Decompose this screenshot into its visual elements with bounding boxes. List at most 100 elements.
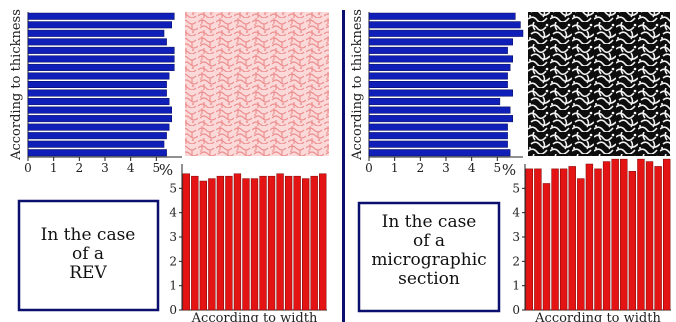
y-tick-label: 2 xyxy=(512,254,520,268)
width-bar xyxy=(302,178,310,311)
thickness-bar xyxy=(368,21,521,29)
y-tick-label: 3 xyxy=(169,230,177,244)
percent-unit-label: % xyxy=(159,161,173,179)
box-text-line: In the case xyxy=(382,212,477,232)
thickness-bar xyxy=(27,38,167,46)
thickness-bar xyxy=(27,115,172,123)
rev-description-box xyxy=(17,199,160,312)
width-axis-title: According to width xyxy=(534,311,661,322)
width-bar xyxy=(310,175,318,311)
width-bar xyxy=(628,171,637,311)
width-bar xyxy=(525,168,533,311)
width-chart: 0 1 2 3 4 5% According to width xyxy=(159,161,327,322)
width-bar xyxy=(568,166,576,311)
y-tick-label: 4 xyxy=(512,206,520,220)
x-tick-label: 1 xyxy=(391,161,399,175)
y-tick-label: 5 xyxy=(169,181,177,195)
box-text-line: of a xyxy=(413,231,445,251)
thickness-bar xyxy=(27,140,165,148)
width-bar xyxy=(191,175,199,311)
width-bar xyxy=(559,168,568,311)
width-bar xyxy=(645,161,654,311)
thickness-axis-title: According to thickness xyxy=(9,9,24,161)
box-text-line: In the case xyxy=(41,225,136,245)
width-bar xyxy=(585,163,594,311)
thickness-bar xyxy=(27,55,175,63)
thickness-bar xyxy=(368,29,524,37)
width-bar xyxy=(293,175,301,311)
thickness-bar xyxy=(368,55,513,63)
box-text-line: of a xyxy=(72,244,104,264)
thickness-bar xyxy=(368,123,508,131)
width-bar xyxy=(208,178,216,311)
width-bar xyxy=(250,178,259,311)
thickness-bar xyxy=(368,98,501,106)
width-bar xyxy=(611,158,619,311)
width-bar xyxy=(534,168,542,311)
thickness-bar xyxy=(368,63,511,71)
x-tick-label: 4 xyxy=(468,161,476,175)
y-tick-label: 1 xyxy=(169,279,177,293)
thickness-bar xyxy=(368,149,511,157)
thickness-chart: 0 1 2 3 4 5 According to thickness xyxy=(350,9,524,175)
width-bar xyxy=(551,168,559,311)
width-bar xyxy=(259,175,267,311)
box-text-line: section xyxy=(398,269,460,289)
rev-texture-image xyxy=(185,12,329,156)
width-bar xyxy=(276,173,284,311)
width-bar xyxy=(267,175,276,311)
width-bar xyxy=(620,158,628,311)
micrograph-description-box xyxy=(357,201,501,313)
y-tick-label: 1 xyxy=(512,279,520,293)
x-tick-label: 2 xyxy=(417,161,425,175)
width-bar xyxy=(654,166,662,311)
y-tick-label: 4 xyxy=(169,206,177,220)
thickness-bar xyxy=(368,115,513,123)
thickness-bar xyxy=(27,29,165,37)
width-bar xyxy=(637,158,645,311)
thickness-bar xyxy=(368,38,513,46)
thickness-bar xyxy=(27,12,175,20)
y-tick-label: 0 xyxy=(169,303,177,317)
thickness-bar xyxy=(27,98,170,106)
thickness-bar xyxy=(368,89,513,97)
width-bar xyxy=(542,183,551,311)
thickness-bar xyxy=(27,46,175,54)
thickness-bar xyxy=(368,12,516,20)
x-tick-label: 4 xyxy=(127,161,135,175)
thickness-bar xyxy=(27,63,175,71)
width-bar xyxy=(284,175,293,311)
thickness-bar xyxy=(27,81,167,88)
thickness-bar xyxy=(368,72,508,80)
width-bar xyxy=(577,178,585,311)
y-tick-label: 3 xyxy=(512,230,520,244)
x-tick-label: 5 xyxy=(494,161,502,175)
box-text-line: micrographic xyxy=(371,250,486,270)
thickness-bar xyxy=(27,132,167,140)
width-bar xyxy=(182,173,190,311)
y-tick-label: 0 xyxy=(512,303,520,317)
width-axis-title: According to width xyxy=(191,311,318,322)
thickness-chart: 0 1 2 3 4 5 According to thickness xyxy=(9,9,182,175)
thickness-bar xyxy=(27,72,170,80)
percent-unit-label: % xyxy=(502,161,516,179)
x-tick-label: 5 xyxy=(153,161,161,175)
thickness-bar xyxy=(27,123,170,131)
width-bar xyxy=(242,178,250,311)
width-chart: 0 1 2 3 4 5% According to width xyxy=(502,158,671,322)
panel-divider xyxy=(342,10,345,322)
width-bar xyxy=(594,168,602,311)
width-bar xyxy=(225,175,233,311)
width-bar xyxy=(602,161,611,311)
thickness-bar xyxy=(368,132,508,140)
x-tick-label: 3 xyxy=(442,161,450,175)
x-tick-label: 1 xyxy=(50,161,58,175)
thickness-bar xyxy=(368,140,508,148)
width-bar xyxy=(199,180,207,311)
x-tick-label: 0 xyxy=(24,161,32,175)
y-tick-label: 2 xyxy=(169,254,177,268)
x-tick-label: 3 xyxy=(101,161,109,175)
width-bar xyxy=(216,175,225,311)
width-bar xyxy=(319,173,327,311)
